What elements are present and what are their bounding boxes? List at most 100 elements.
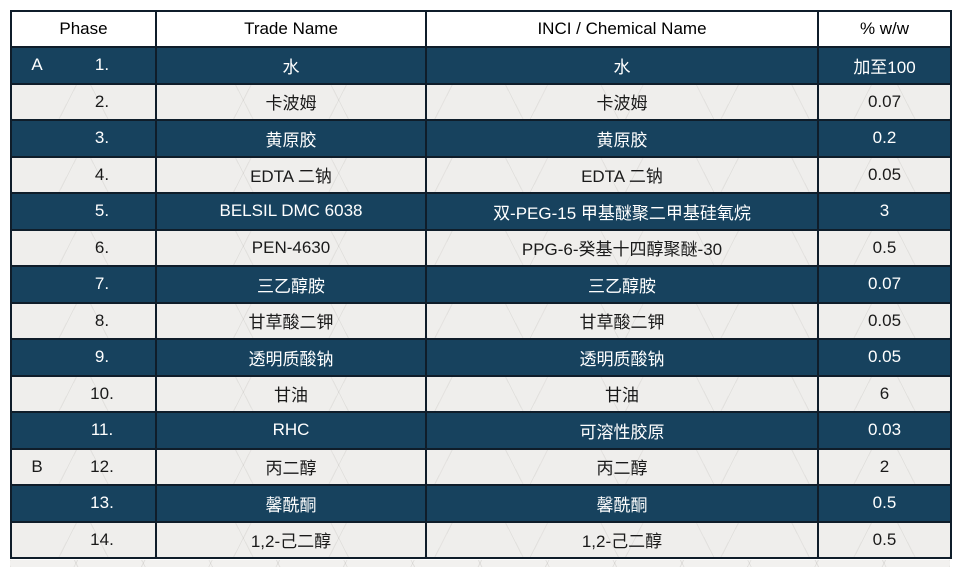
- percent-cell: 2: [817, 447, 952, 486]
- phase-cell: 11.: [10, 411, 157, 450]
- percent-cell: 0.07: [817, 82, 952, 121]
- phase-cell-layout: 6.: [13, 231, 154, 264]
- phase-cell-layout: 14.: [13, 523, 154, 556]
- phase-cell-layout: 3.: [13, 122, 154, 155]
- phase-cell-layout: 8.: [13, 304, 154, 337]
- table-row: 4. EDTA 二钠 EDTA 二钠 0.05: [10, 155, 952, 194]
- table-row: A 1. 水水加至100: [10, 46, 952, 85]
- table-row: 8. 甘草酸二钾 甘草酸二钾 0.05: [10, 301, 952, 340]
- trade-name-cell: 馨酰酮: [155, 484, 427, 523]
- percent-cell: 6: [817, 374, 952, 413]
- row-number: 13.: [90, 493, 114, 513]
- table-header: Phase Trade Name INCI / Chemical Name % …: [10, 10, 952, 48]
- phase-cell-layout: 9.: [13, 341, 154, 374]
- inci-name-cell: 三乙醇胺: [425, 265, 819, 304]
- row-number: 5.: [94, 201, 110, 221]
- phase-cell: 8.: [10, 301, 157, 340]
- row-number: 14.: [90, 529, 114, 549]
- trade-name-cell: 黄原胶: [155, 119, 427, 158]
- phase-cell-layout: 7.: [13, 268, 154, 301]
- table-row: B 12. 丙二醇 丙二醇 2: [10, 447, 952, 486]
- header-row: Phase Trade Name INCI / Chemical Name % …: [10, 10, 952, 48]
- column-header-inci-chemical-name: INCI / Chemical Name: [425, 10, 819, 48]
- trade-name-cell: 丙二醇: [155, 447, 427, 486]
- phase-cell-layout: B 12.: [13, 450, 154, 483]
- percent-cell: 0.07: [817, 265, 952, 304]
- slide-background-strip: [10, 560, 950, 567]
- trade-name-cell: 水: [155, 46, 427, 85]
- trade-name-cell: 甘油: [155, 374, 427, 413]
- phase-cell: 4.: [10, 155, 157, 194]
- phase-cell-layout: 13.: [13, 487, 154, 520]
- inci-name-cell: 双-PEG-15 甲基醚聚二甲基硅氧烷: [425, 192, 819, 231]
- inci-name-cell: 黄原胶: [425, 119, 819, 158]
- trade-name-cell: 卡波姆: [155, 82, 427, 121]
- table-row: 2. 卡波姆 卡波姆 0.07: [10, 82, 952, 121]
- phase-cell: 5.: [10, 192, 157, 231]
- percent-cell: 0.5: [817, 484, 952, 523]
- phase-cell: 14.: [10, 520, 157, 559]
- row-number: 4.: [94, 164, 110, 184]
- trade-name-cell: EDTA 二钠: [155, 155, 427, 194]
- phase-cell-layout: 4.: [13, 158, 154, 191]
- inci-name-cell: 卡波姆: [425, 82, 819, 121]
- formulation-table: Phase Trade Name INCI / Chemical Name % …: [10, 10, 952, 559]
- table-body: A 1. 水水加至100 2. 卡波姆 卡波姆 0.07 3. 黄原胶 黄原胶 0.2 4. EDTA …: [10, 46, 952, 559]
- inci-name-cell: 1,2-己二醇: [425, 520, 819, 559]
- row-number: 6.: [94, 237, 110, 257]
- table-row: 14. 1,2-己二醇 1,2-己二醇 0.5: [10, 520, 952, 559]
- percent-cell: 0.05: [817, 301, 952, 340]
- table-row: 3. 黄原胶 黄原胶 0.2: [10, 119, 952, 158]
- table-row: 6. PEN-4630 PPG-6-癸基十四醇聚醚-30 0.5: [10, 228, 952, 267]
- percent-cell: 0.05: [817, 338, 952, 377]
- column-header-trade-name: Trade Name: [155, 10, 427, 48]
- inci-name-cell: 水: [425, 46, 819, 85]
- phase-cell-layout: 11.: [13, 414, 154, 447]
- inci-name-cell: 透明质酸钠: [425, 338, 819, 377]
- phase-cell-layout: 2.: [13, 85, 154, 118]
- phase-cell: 3.: [10, 119, 157, 158]
- row-number: 7.: [94, 274, 110, 294]
- phase-cell: 7.: [10, 265, 157, 304]
- table-row: 13. 馨酰酮 馨酰酮 0.5: [10, 484, 952, 523]
- phase-cell: 13.: [10, 484, 157, 523]
- inci-name-cell: 可溶性胶原: [425, 411, 819, 450]
- percent-cell: 0.5: [817, 520, 952, 559]
- trade-name-cell: 透明质酸钠: [155, 338, 427, 377]
- trade-name-cell: PEN-4630: [155, 228, 427, 267]
- phase-cell: 2.: [10, 82, 157, 121]
- trade-name-cell: 三乙醇胺: [155, 265, 427, 304]
- phase-cell: A 1.: [10, 46, 157, 85]
- row-number: 1.: [94, 55, 110, 75]
- percent-cell: 0.5: [817, 228, 952, 267]
- percent-cell: 0.05: [817, 155, 952, 194]
- phase-cell-layout: A 1.: [13, 49, 154, 82]
- trade-name-cell: BELSIL DMC 6038: [155, 192, 427, 231]
- percent-cell: 加至100: [817, 46, 952, 85]
- row-number: 12.: [90, 456, 114, 476]
- percent-cell: 3: [817, 192, 952, 231]
- row-number: 3.: [94, 128, 110, 148]
- table-row: 9. 透明质酸钠 透明质酸钠 0.05: [10, 338, 952, 377]
- phase-cell: 10.: [10, 374, 157, 413]
- phase-cell: 9.: [10, 338, 157, 377]
- phase-letter: B: [31, 456, 43, 476]
- trade-name-cell: 1,2-己二醇: [155, 520, 427, 559]
- row-number: 10.: [90, 383, 114, 403]
- column-header-phase: Phase: [10, 10, 157, 48]
- phase-letter: A: [31, 55, 43, 75]
- trade-name-cell: RHC: [155, 411, 427, 450]
- phase-cell-layout: 5.: [13, 195, 154, 228]
- row-number: 9.: [94, 347, 110, 367]
- column-header-percent-ww: % w/w: [817, 10, 952, 48]
- inci-name-cell: 丙二醇: [425, 447, 819, 486]
- inci-name-cell: EDTA 二钠: [425, 155, 819, 194]
- row-number: 8.: [94, 310, 110, 330]
- row-number: 11.: [90, 420, 114, 440]
- row-number: 2.: [94, 91, 110, 111]
- phase-cell: 6.: [10, 228, 157, 267]
- table-row: 11. RHC 可溶性胶原 0.03: [10, 411, 952, 450]
- phase-cell: B 12.: [10, 447, 157, 486]
- inci-name-cell: 馨酰酮: [425, 484, 819, 523]
- phase-cell-layout: 10.: [13, 377, 154, 410]
